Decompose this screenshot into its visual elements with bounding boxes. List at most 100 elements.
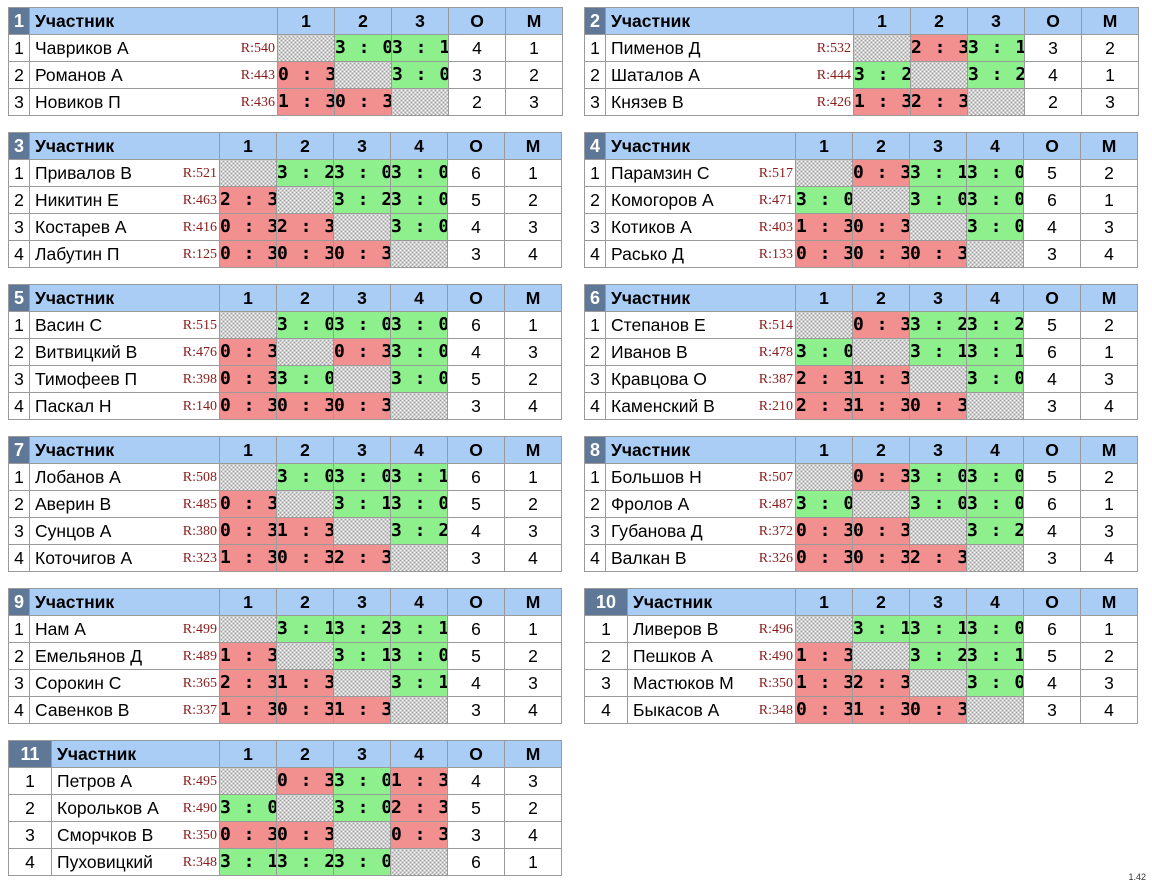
- self-match-cell: [909, 669, 967, 697]
- points-cell: 6: [447, 159, 505, 187]
- match-loss-cell: 1 : 3: [852, 365, 910, 393]
- row-number: 1: [8, 311, 30, 339]
- match-loss-cell: 2 : 3: [219, 669, 277, 697]
- match-win-cell: 3 : 0: [391, 61, 449, 89]
- row-number: 1: [8, 615, 30, 643]
- participant-name: Большов Н: [611, 467, 702, 487]
- participant-name: Витвицкий В: [35, 342, 138, 362]
- opponent-column-header: 3: [909, 436, 967, 464]
- participant-cell: Валкан В R:326: [605, 544, 796, 572]
- participant-name: Быкасов А: [633, 700, 720, 720]
- match-loss-cell: 0 : 3: [852, 240, 910, 268]
- match-win-cell: 3 : 0: [390, 642, 448, 670]
- match-loss-cell: 0 : 3: [219, 213, 277, 241]
- place-cell: 4: [504, 544, 562, 572]
- participant-rating: R:326: [758, 551, 793, 566]
- participant-cell: Чавриков А R:540: [29, 34, 278, 62]
- participant-header: Участник: [29, 7, 278, 35]
- row-number: 3: [584, 365, 606, 393]
- match-loss-cell: 2 : 3: [795, 392, 853, 420]
- match-loss-cell: 0 : 3: [277, 61, 335, 89]
- match-win-cell: 3 : 1: [966, 642, 1024, 670]
- opponent-column-header: 2: [852, 588, 910, 616]
- row-number: 3: [8, 517, 30, 545]
- participant-cell: Петров А R:495: [51, 767, 220, 795]
- points-cell: 5: [1023, 463, 1081, 491]
- points-cell: 4: [448, 34, 506, 62]
- match-loss-cell: 0 : 3: [219, 392, 277, 420]
- self-match-cell: [390, 392, 448, 420]
- match-loss-cell: 0 : 3: [909, 392, 967, 420]
- participant-cell: Мастюков М R:350: [627, 669, 796, 697]
- match-win-cell: 3 : 0: [390, 186, 448, 214]
- opponent-column-header: 2: [852, 436, 910, 464]
- row-number: 1: [8, 463, 30, 491]
- opponent-column-header: 1: [219, 588, 277, 616]
- participant-name: Коточигов А: [35, 548, 133, 568]
- match-loss-cell: 2 : 3: [795, 365, 853, 393]
- participant-name: Сморчков В: [57, 825, 154, 845]
- self-match-cell: [910, 61, 968, 89]
- match-loss-cell: 2 : 3: [910, 34, 968, 62]
- participant-header: Участник: [627, 588, 796, 616]
- match-loss-cell: 0 : 3: [219, 821, 277, 849]
- opponent-column-header: 1: [795, 588, 853, 616]
- match-loss-cell: 2 : 3: [852, 669, 910, 697]
- match-loss-cell: 0 : 3: [219, 490, 277, 518]
- participant-name: Никитин Е: [35, 190, 119, 210]
- match-win-cell: 3 : 1: [852, 615, 910, 643]
- place-cell: 4: [1080, 240, 1138, 268]
- match-win-cell: 3 : 0: [966, 365, 1024, 393]
- points-cell: 6: [1023, 615, 1081, 643]
- place-header: М: [1080, 284, 1138, 312]
- points-header: О: [1024, 7, 1082, 35]
- match-win-cell: 3 : 2: [276, 848, 334, 876]
- points-header: О: [447, 132, 505, 160]
- group-header-row: 11 Участник 1 2 3 4 О М: [8, 740, 562, 768]
- participant-name: Лабутин П: [35, 244, 120, 264]
- participant-rating: R:426: [816, 95, 851, 110]
- self-match-cell: [219, 159, 277, 187]
- participant-name: Валкан В: [611, 548, 687, 568]
- match-loss-cell: 1 : 3: [219, 642, 277, 670]
- opponent-column-header: 2: [334, 7, 392, 35]
- participant-name: Нам А: [35, 619, 86, 639]
- row-number: 2: [8, 490, 30, 518]
- match-loss-cell: 2 : 3: [276, 213, 334, 241]
- points-header: О: [1023, 436, 1081, 464]
- points-cell: 5: [447, 794, 505, 822]
- match-win-cell: 3 : 1: [391, 34, 449, 62]
- place-cell: 1: [1080, 615, 1138, 643]
- row-number: 3: [8, 88, 30, 116]
- participant-rating: R:532: [816, 41, 851, 56]
- match-win-cell: 3 : 2: [909, 311, 967, 339]
- participant-cell: Шаталов А R:444: [605, 61, 854, 89]
- group-header-row: 1 Участник 1 2 3 О М: [8, 7, 563, 35]
- match-win-cell: 3 : 2: [276, 159, 334, 187]
- participant-cell: Никитин Е R:463: [29, 186, 220, 214]
- place-cell: 3: [1081, 88, 1139, 116]
- opponent-column-header: 4: [966, 588, 1024, 616]
- participant-cell: Котиков А R:403: [605, 213, 796, 241]
- place-cell: 3: [505, 88, 563, 116]
- participant-name: Князев В: [611, 92, 684, 112]
- place-cell: 1: [504, 311, 562, 339]
- match-win-cell: 3 : 0: [219, 794, 277, 822]
- match-win-cell: 3 : 1: [390, 463, 448, 491]
- participant-name: Ливеров В: [633, 619, 719, 639]
- points-header: О: [447, 740, 505, 768]
- row-number: 1: [584, 463, 606, 491]
- match-loss-cell: 0 : 3: [909, 240, 967, 268]
- match-loss-cell: 0 : 3: [852, 213, 910, 241]
- place-cell: 2: [505, 61, 563, 89]
- row-number: 3: [584, 213, 606, 241]
- points-cell: 4: [1023, 365, 1081, 393]
- group-header-row: 4 Участник 1 2 3 4 О М: [584, 132, 1138, 160]
- match-win-cell: 3 : 2: [966, 311, 1024, 339]
- self-match-cell: [333, 669, 391, 697]
